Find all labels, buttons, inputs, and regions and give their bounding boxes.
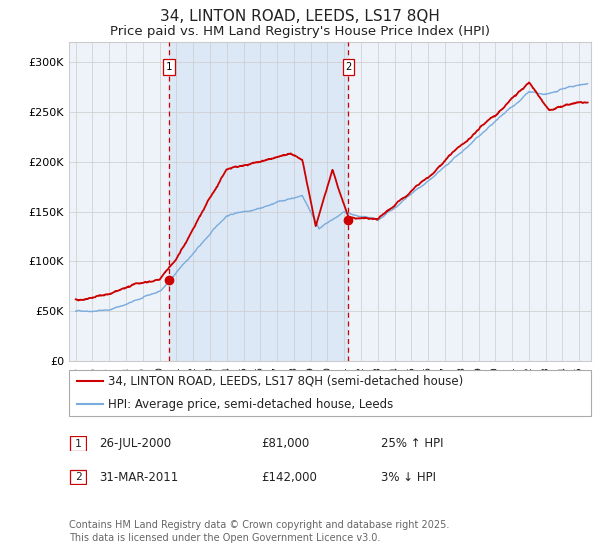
Text: Price paid vs. HM Land Registry's House Price Index (HPI): Price paid vs. HM Land Registry's House … (110, 25, 490, 38)
Text: Contains HM Land Registry data © Crown copyright and database right 2025.
This d: Contains HM Land Registry data © Crown c… (69, 520, 449, 543)
Text: 3% ↓ HPI: 3% ↓ HPI (381, 470, 436, 484)
Text: 31-MAR-2011: 31-MAR-2011 (99, 470, 178, 484)
Text: £142,000: £142,000 (261, 470, 317, 484)
Text: 34, LINTON ROAD, LEEDS, LS17 8QH (semi-detached house): 34, LINTON ROAD, LEEDS, LS17 8QH (semi-d… (108, 375, 463, 388)
Text: 26-JUL-2000: 26-JUL-2000 (99, 437, 171, 450)
Text: 2: 2 (74, 472, 82, 482)
Text: 34, LINTON ROAD, LEEDS, LS17 8QH: 34, LINTON ROAD, LEEDS, LS17 8QH (160, 9, 440, 24)
Text: 25% ↑ HPI: 25% ↑ HPI (381, 437, 443, 450)
Text: 1: 1 (74, 438, 82, 449)
Bar (169, 42, 349, 361)
Text: £81,000: £81,000 (261, 437, 309, 450)
Text: 1: 1 (166, 62, 172, 72)
Text: HPI: Average price, semi-detached house, Leeds: HPI: Average price, semi-detached house,… (108, 398, 394, 410)
Text: 2: 2 (346, 62, 352, 72)
